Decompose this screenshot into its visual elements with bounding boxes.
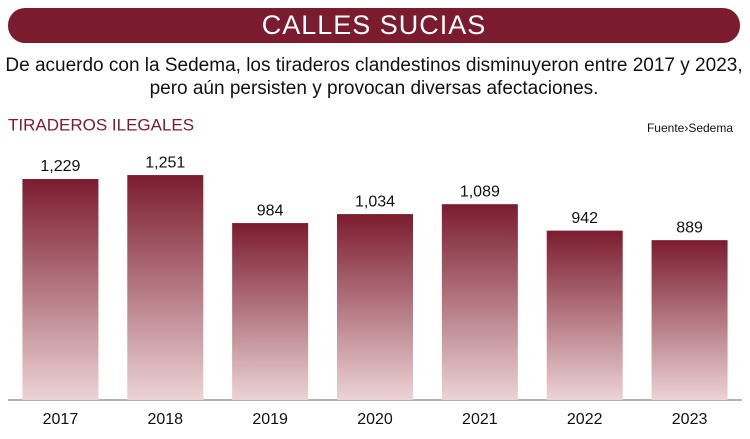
x-tick-label: 2017 xyxy=(43,411,79,428)
value-label: 1,229 xyxy=(40,158,80,175)
chart-title: CALLES SUCIAS xyxy=(262,10,487,40)
value-label: 1,251 xyxy=(145,154,185,171)
bar xyxy=(22,179,99,400)
x-tick-label: 2019 xyxy=(252,411,288,428)
value-label: 942 xyxy=(571,210,598,227)
bar xyxy=(651,240,728,400)
x-tick-label: 2021 xyxy=(462,411,498,428)
bar xyxy=(127,175,204,400)
bar xyxy=(546,230,623,400)
bar xyxy=(337,214,413,400)
x-tick-label: 2018 xyxy=(147,411,183,428)
x-tick-label: 2023 xyxy=(672,411,708,428)
subtitle: pero aún persisten y provocan diversas a… xyxy=(150,78,599,99)
bar xyxy=(441,204,518,400)
value-label: 1,034 xyxy=(355,193,395,210)
title-banner xyxy=(8,8,740,43)
value-label: 889 xyxy=(676,219,703,236)
chart-label: TIRADEROS ILEGALES xyxy=(8,115,194,134)
value-label: 1,089 xyxy=(460,183,500,200)
source: Fuente›Sedema xyxy=(647,121,733,135)
x-tick-label: 2020 xyxy=(357,411,393,428)
bar xyxy=(232,223,309,400)
value-label: 984 xyxy=(257,202,284,219)
subtitle: De acuerdo con la Sedema, los tiraderos … xyxy=(5,55,742,76)
x-tick-label: 2022 xyxy=(567,411,603,428)
